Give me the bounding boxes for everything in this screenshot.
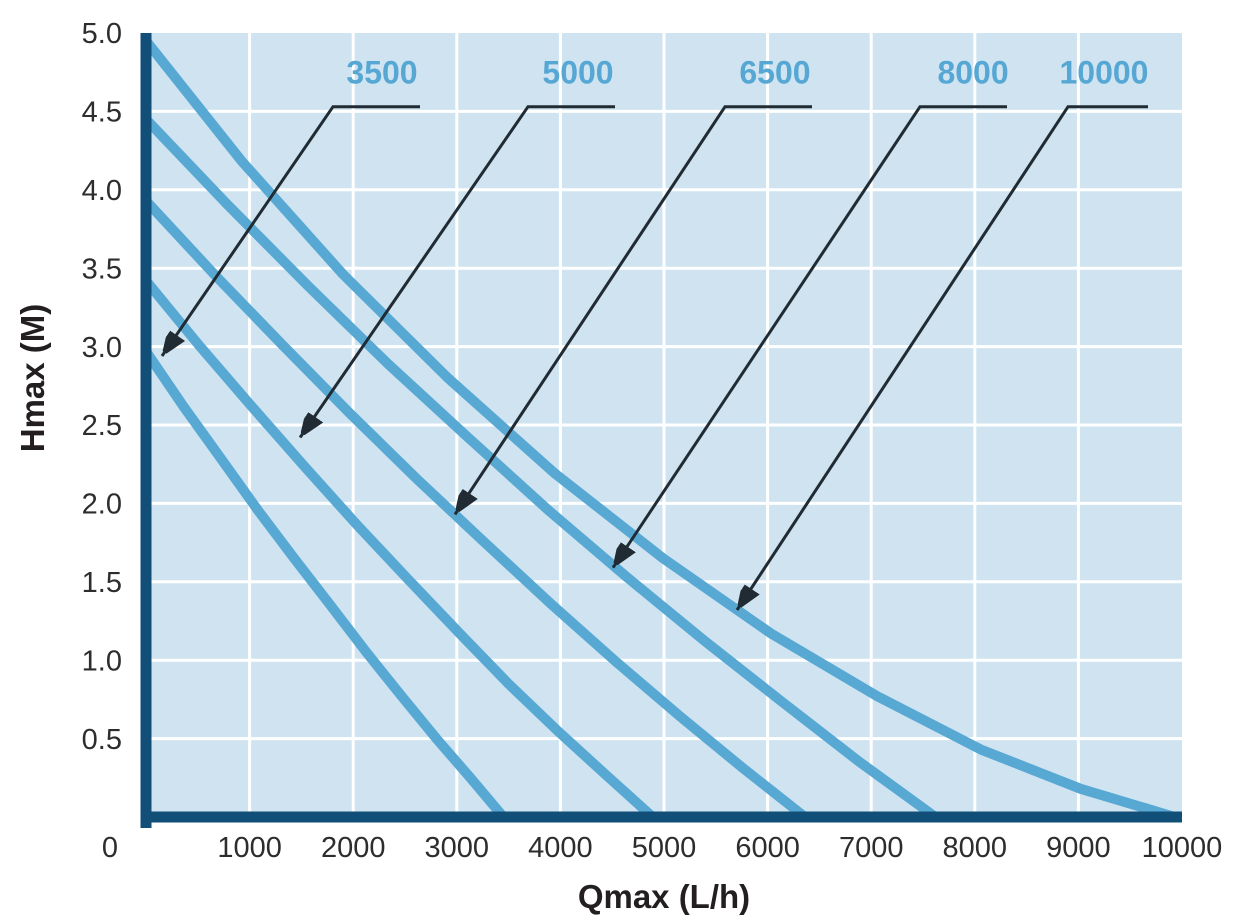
curve-label-6500: 6500 bbox=[739, 54, 810, 90]
y-tick-label: 1.5 bbox=[82, 567, 122, 599]
x-tick-label: 6000 bbox=[735, 832, 800, 864]
y-tick-label: 3.0 bbox=[82, 332, 122, 364]
y-tick-label: 1.0 bbox=[82, 645, 122, 677]
leader-line-8000 bbox=[611, 105, 1007, 568]
y-tick-label: 5.0 bbox=[82, 18, 122, 50]
tick-labels-layer: 1000 2000 3000 4000 5000 6000 7000 8000 9000 1000… bbox=[82, 18, 1223, 864]
curve-labels-layer: 3500 5000 6500 8000 10000 bbox=[346, 54, 1148, 90]
pump-curve-10000 bbox=[142, 37, 1177, 822]
y-axis-title: Hmax (M) bbox=[14, 304, 51, 453]
leader-line-3500 bbox=[160, 105, 420, 356]
leader-line-10000 bbox=[735, 105, 1148, 610]
pump-curve-6500 bbox=[142, 197, 808, 821]
axes-layer bbox=[140, 33, 1182, 828]
y-tick-label: 2.0 bbox=[82, 489, 122, 521]
leader-line-5000 bbox=[298, 105, 615, 438]
y-axis-line bbox=[140, 33, 152, 828]
x-tick-label: 1000 bbox=[217, 832, 282, 864]
x-tick-label: 7000 bbox=[839, 832, 904, 864]
curve-label-5000: 5000 bbox=[542, 54, 613, 90]
x-tick-label: 9000 bbox=[1046, 832, 1111, 864]
x-axis-line bbox=[140, 811, 1182, 823]
x-axis-title: Qmax (L/h) bbox=[578, 878, 750, 915]
pump-curve-5000 bbox=[142, 277, 656, 821]
curve-label-10000: 10000 bbox=[1059, 54, 1148, 90]
curve-label-8000: 8000 bbox=[937, 54, 1008, 90]
pump-curve-8000 bbox=[142, 115, 939, 822]
leader-line-6500 bbox=[453, 105, 812, 515]
x-tick-label: 10000 bbox=[1142, 832, 1223, 864]
leader-arrows-layer bbox=[160, 105, 1148, 610]
origin-tick-label: 0 bbox=[102, 832, 118, 864]
y-tick-label: 3.5 bbox=[82, 253, 122, 285]
y-tick-label: 0.5 bbox=[82, 724, 122, 756]
x-tick-label: 5000 bbox=[632, 832, 697, 864]
x-tick-label: 3000 bbox=[425, 832, 490, 864]
curve-label-3500: 3500 bbox=[346, 54, 417, 90]
pump-curve-3500 bbox=[141, 348, 508, 821]
y-tick-label: 4.0 bbox=[82, 175, 122, 207]
x-tick-label: 2000 bbox=[321, 832, 386, 864]
y-tick-label: 4.5 bbox=[82, 97, 122, 129]
gridline-layer bbox=[146, 33, 1182, 817]
y-tick-label: 2.5 bbox=[82, 410, 122, 442]
x-tick-label: 8000 bbox=[943, 832, 1008, 864]
x-tick-label: 4000 bbox=[528, 832, 593, 864]
pump-curves-layer bbox=[141, 37, 1177, 822]
